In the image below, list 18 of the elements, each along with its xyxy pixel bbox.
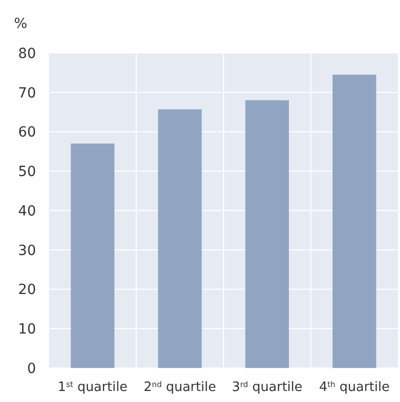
y-tick-label: 40 <box>18 203 36 220</box>
y-axis-title: % <box>14 16 28 32</box>
y-tick-label: 20 <box>18 282 36 298</box>
x-tick-label: 2$^{nd}$ quartile <box>144 380 216 395</box>
x-tick-label: 1$^{st}$ quartile <box>58 380 128 395</box>
bar <box>70 144 114 368</box>
y-tick-label: 50 <box>18 164 36 180</box>
y-tick-label: 60 <box>18 124 36 141</box>
x-tick-label: 4$^{th}$ quartile <box>319 380 390 395</box>
y-tick-label: 80 <box>18 46 36 62</box>
bar <box>158 109 202 368</box>
y-tick-label: 10 <box>18 322 36 338</box>
bar <box>332 74 376 368</box>
y-tick-label: 30 <box>18 242 36 259</box>
bar <box>245 100 289 368</box>
y-tick-label: 70 <box>18 85 36 102</box>
y-tick-label: 0 <box>27 360 36 377</box>
x-tick-label: 3$^{rd}$ quartile <box>232 380 302 395</box>
